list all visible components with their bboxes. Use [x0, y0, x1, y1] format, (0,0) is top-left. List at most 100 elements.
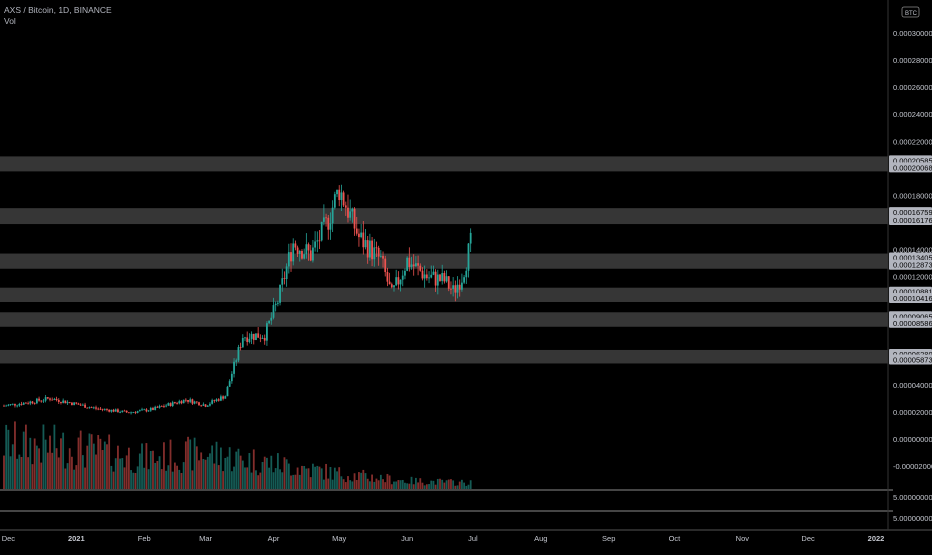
- candle-body-172: [379, 255, 382, 257]
- candle-body-24: [55, 398, 58, 400]
- candle-body-13: [31, 401, 34, 404]
- volume-bar-59: [132, 472, 135, 489]
- candle-body-82: [182, 399, 185, 404]
- volume-bar-122: [270, 455, 273, 489]
- volume-bar-199: [439, 478, 441, 489]
- candle-body-10: [25, 402, 27, 404]
- candle-body-8: [20, 403, 23, 405]
- candle-body-71: [158, 406, 161, 408]
- volume-bar-197: [434, 484, 437, 489]
- candle-body-70: [156, 406, 159, 408]
- volume-bar-29: [66, 463, 69, 489]
- candle-body-189: [417, 263, 419, 266]
- volume-bar-84: [187, 436, 189, 489]
- candle-body-29: [66, 402, 69, 404]
- volume-bar-140: [309, 477, 312, 489]
- price-tick-label-7: 0.00012000: [893, 273, 932, 282]
- zone-band-4: [0, 312, 888, 327]
- volume-bar-133: [294, 474, 297, 489]
- volume-bar-101: [224, 457, 227, 489]
- volume-bar-106: [235, 451, 238, 489]
- volume-bar-4: [11, 444, 14, 489]
- volume-bar-42: [95, 454, 97, 489]
- candle-body-144: [318, 240, 321, 242]
- volume-bar-208: [458, 481, 461, 489]
- candle-body-7: [18, 403, 21, 406]
- volume-bar-103: [228, 447, 231, 489]
- candle-body-133: [294, 243, 297, 248]
- candle-body-193: [425, 274, 428, 279]
- volume-bar-165: [364, 473, 367, 489]
- candle-body-147: [325, 217, 327, 219]
- candle-body-127: [281, 278, 284, 285]
- candle-body-152: [336, 189, 338, 195]
- volume-bar-76: [169, 439, 172, 489]
- candle-body-66: [147, 410, 150, 412]
- candle-body-153: [338, 189, 341, 201]
- candle-body-25: [57, 399, 60, 403]
- candle-body-130: [287, 252, 290, 267]
- candle-body-203: [447, 276, 450, 289]
- candle-body-208: [458, 284, 461, 290]
- volume-bar-104: [230, 471, 233, 489]
- candle-body-186: [410, 264, 413, 267]
- candle-body-32: [73, 402, 76, 406]
- volume-bar-40: [90, 434, 93, 489]
- volume-bar-108: [239, 455, 242, 489]
- volume-bar-132: [292, 474, 295, 489]
- volume-bar-74: [165, 470, 168, 489]
- zone-price-label-0: 0.00020585: [893, 156, 932, 165]
- volume-bar-105: [233, 466, 235, 489]
- volume-bar-137: [303, 465, 306, 489]
- candle-body-198: [436, 274, 439, 286]
- time-tick-label-9: Sep: [602, 534, 615, 543]
- candle-body-36: [81, 404, 84, 406]
- volume-bar-134: [296, 467, 299, 489]
- time-tick-label-7: Jul: [468, 534, 478, 543]
- volume-bar-150: [331, 479, 334, 489]
- candle-body-163: [360, 232, 363, 238]
- volume-bar-187: [412, 484, 415, 489]
- volume-indicator-label: Vol: [4, 16, 16, 26]
- volume-bar-30: [68, 448, 71, 489]
- candle-body-0: [3, 405, 5, 407]
- candle-body-182: [401, 275, 404, 280]
- candle-body-68: [152, 407, 154, 410]
- candle-body-12: [29, 401, 32, 404]
- volume-bar-176: [388, 475, 391, 489]
- volume-bar-193: [425, 484, 428, 489]
- volume-bar-22: [51, 452, 54, 489]
- candle-body-171: [377, 247, 380, 257]
- volume-bar-120: [266, 457, 268, 489]
- candle-body-200: [441, 273, 444, 281]
- volume-bar-94: [209, 453, 211, 489]
- candle-body-185: [408, 257, 411, 267]
- candle-body-141: [312, 247, 314, 261]
- volume-bar-185: [408, 483, 411, 489]
- volume-bar-139: [307, 468, 310, 489]
- price-tick-label-8: 0.00004000: [893, 381, 932, 390]
- candle-body-40: [90, 407, 93, 409]
- candle-body-99: [220, 396, 222, 401]
- volume-bar-159: [351, 481, 354, 489]
- candle-body-146: [322, 217, 325, 222]
- volume-bar-128: [283, 457, 286, 489]
- candle-body-57: [127, 412, 130, 414]
- volume-bar-154: [340, 476, 343, 489]
- candle-body-51: [114, 409, 117, 412]
- time-tick-label-3: Mar: [199, 534, 212, 543]
- candle-body-125: [276, 302, 279, 304]
- candle-body-183: [404, 270, 406, 276]
- candle-body-112: [248, 338, 251, 342]
- candle-body-155: [342, 192, 345, 206]
- volume-bar-181: [399, 480, 402, 489]
- candle-body-59: [132, 412, 135, 414]
- candle-body-20: [46, 397, 49, 399]
- candle-body-79: [176, 403, 178, 404]
- candle-body-120: [266, 323, 268, 341]
- volume-bar-123: [272, 472, 275, 489]
- candle-body-211: [465, 270, 468, 278]
- candle-body-81: [180, 401, 183, 404]
